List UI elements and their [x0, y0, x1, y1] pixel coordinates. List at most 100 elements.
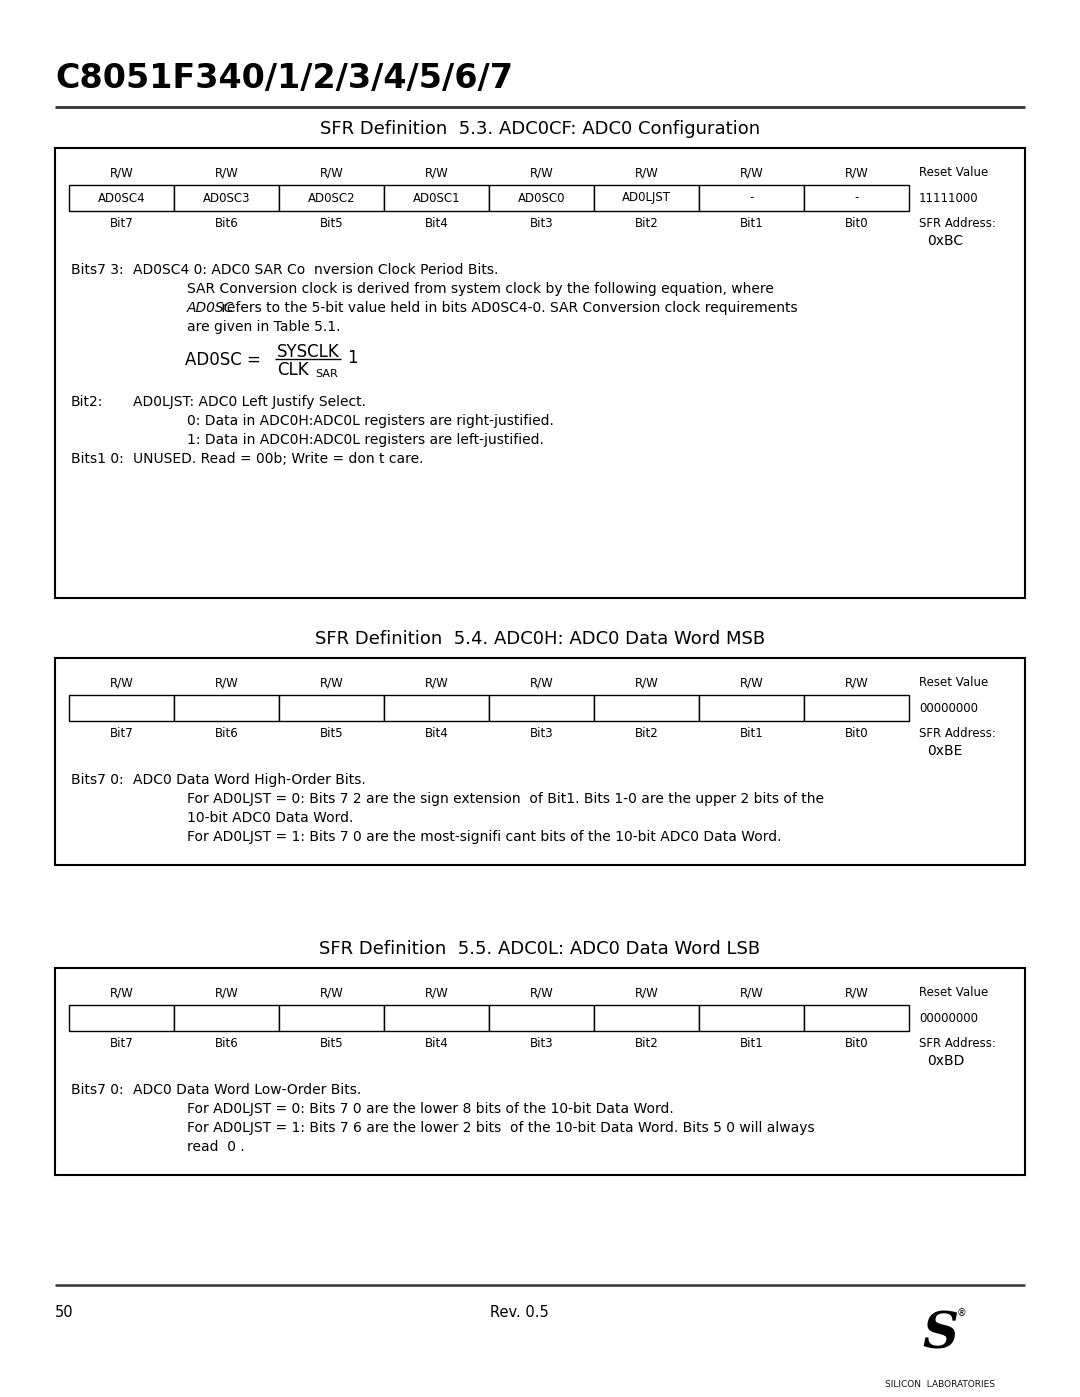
- Text: Reset Value: Reset Value: [919, 166, 988, 179]
- Text: SFR Definition  5.4. ADC0H: ADC0 Data Word MSB: SFR Definition 5.4. ADC0H: ADC0 Data Wor…: [315, 630, 765, 648]
- Text: R/W: R/W: [424, 166, 448, 179]
- Bar: [55, 658, 1025, 865]
- Text: refers to the 5-bit value held in bits AD0SC4-0. SAR Conversion clock requiremen: refers to the 5-bit value held in bits A…: [217, 300, 798, 314]
- Bar: [384, 184, 489, 211]
- Bar: [699, 694, 804, 721]
- Bar: [384, 1004, 489, 1031]
- Text: For AD0LJST = 1: Bits 7 6 are the lower 2 bits  of the 10-bit Data Word. Bits 5 : For AD0LJST = 1: Bits 7 6 are the lower …: [187, 1120, 814, 1134]
- Text: SFR Address:: SFR Address:: [919, 1037, 996, 1051]
- Text: R/W: R/W: [845, 986, 868, 999]
- Text: Bits7 0:: Bits7 0:: [71, 773, 123, 787]
- Text: AD0LJST: ADC0 Left Justify Select.: AD0LJST: ADC0 Left Justify Select.: [133, 395, 366, 409]
- Bar: [69, 694, 174, 721]
- Text: R/W: R/W: [215, 166, 239, 179]
- Text: Bit1: Bit1: [740, 217, 764, 231]
- Text: SYSCLK: SYSCLK: [276, 344, 340, 360]
- Text: Reset Value: Reset Value: [919, 676, 988, 689]
- Bar: [594, 1004, 699, 1031]
- Text: Bit4: Bit4: [424, 726, 448, 740]
- Text: SFR Definition  5.5. ADC0L: ADC0 Data Word LSB: SFR Definition 5.5. ADC0L: ADC0 Data Wor…: [320, 940, 760, 958]
- Text: ®: ®: [957, 1308, 967, 1317]
- Text: AD0SC: AD0SC: [187, 300, 234, 314]
- Text: AD0SC =: AD0SC =: [185, 351, 261, 369]
- Bar: [174, 184, 279, 211]
- Text: SFR Definition  5.3. ADC0CF: ADC0 Configuration: SFR Definition 5.3. ADC0CF: ADC0 Configu…: [320, 120, 760, 138]
- Text: Bit6: Bit6: [215, 217, 239, 231]
- Text: SAR: SAR: [315, 369, 338, 379]
- Text: 0: Data in ADC0H:ADC0L registers are right-justified.: 0: Data in ADC0H:ADC0L registers are rig…: [187, 414, 554, 427]
- Text: AD0SC4 0: ADC0 SAR Co  nversion Clock Period Bits.: AD0SC4 0: ADC0 SAR Co nversion Clock Per…: [133, 263, 498, 277]
- Text: read  0 .: read 0 .: [187, 1140, 245, 1154]
- Text: Bit5: Bit5: [320, 217, 343, 231]
- Text: R/W: R/W: [635, 676, 659, 689]
- Text: AD0SC2: AD0SC2: [308, 191, 355, 204]
- Bar: [489, 184, 594, 211]
- Text: R/W: R/W: [529, 166, 553, 179]
- Text: Rev. 0.5: Rev. 0.5: [490, 1305, 549, 1320]
- Text: Bit6: Bit6: [215, 1037, 239, 1051]
- Bar: [279, 1004, 384, 1031]
- Text: Bit0: Bit0: [845, 217, 868, 231]
- Text: Bit3: Bit3: [529, 726, 553, 740]
- Text: Bit2:: Bit2:: [71, 395, 104, 409]
- Text: Bit7: Bit7: [110, 217, 133, 231]
- Bar: [594, 694, 699, 721]
- Text: R/W: R/W: [845, 676, 868, 689]
- Text: 1: 1: [347, 349, 357, 367]
- Text: R/W: R/W: [529, 676, 553, 689]
- Text: AD0LJST: AD0LJST: [622, 191, 671, 204]
- Text: ADC0 Data Word Low-Order Bits.: ADC0 Data Word Low-Order Bits.: [133, 1083, 361, 1097]
- Text: AD0SC3: AD0SC3: [203, 191, 251, 204]
- Text: For AD0LJST = 0: Bits 7 2 are the sign extension  of Bit1. Bits 1-0 are the uppe: For AD0LJST = 0: Bits 7 2 are the sign e…: [187, 792, 824, 806]
- Text: 0xBE: 0xBE: [927, 745, 962, 759]
- Text: Bit7: Bit7: [110, 1037, 133, 1051]
- Text: Bit2: Bit2: [635, 1037, 659, 1051]
- Text: Bit6: Bit6: [215, 726, 239, 740]
- Text: 0xBD: 0xBD: [927, 1053, 964, 1067]
- Text: 00000000: 00000000: [919, 1011, 978, 1024]
- Text: R/W: R/W: [635, 166, 659, 179]
- Text: Bit3: Bit3: [529, 217, 553, 231]
- Text: R/W: R/W: [215, 986, 239, 999]
- Text: 11111000: 11111000: [919, 191, 978, 204]
- Text: Bit4: Bit4: [424, 217, 448, 231]
- Text: Bit0: Bit0: [845, 1037, 868, 1051]
- Text: R/W: R/W: [845, 166, 868, 179]
- Bar: [55, 148, 1025, 598]
- Text: 1: Data in ADC0H:ADC0L registers are left-justified.: 1: Data in ADC0H:ADC0L registers are lef…: [187, 433, 544, 447]
- Bar: [804, 1004, 909, 1031]
- Text: R/W: R/W: [110, 166, 133, 179]
- Text: -: -: [750, 191, 754, 204]
- Text: UNUSED. Read = 00b; Write = don t care.: UNUSED. Read = 00b; Write = don t care.: [133, 453, 423, 467]
- Bar: [699, 184, 804, 211]
- Text: R/W: R/W: [424, 676, 448, 689]
- Text: R/W: R/W: [740, 986, 764, 999]
- Text: R/W: R/W: [215, 676, 239, 689]
- Text: Bit2: Bit2: [635, 726, 659, 740]
- Text: Bits7 3:: Bits7 3:: [71, 263, 123, 277]
- Text: C8051F340/1/2/3/4/5/6/7: C8051F340/1/2/3/4/5/6/7: [55, 61, 513, 95]
- Bar: [174, 1004, 279, 1031]
- Text: R/W: R/W: [320, 166, 343, 179]
- Text: Bit2: Bit2: [635, 217, 659, 231]
- Text: Bit4: Bit4: [424, 1037, 448, 1051]
- Text: Bit1: Bit1: [740, 1037, 764, 1051]
- Text: R/W: R/W: [110, 986, 133, 999]
- Text: 10-bit ADC0 Data Word.: 10-bit ADC0 Data Word.: [187, 812, 353, 826]
- Text: Bit5: Bit5: [320, 726, 343, 740]
- Bar: [174, 694, 279, 721]
- Text: R/W: R/W: [529, 986, 553, 999]
- Text: AD0SC1: AD0SC1: [413, 191, 460, 204]
- Bar: [699, 1004, 804, 1031]
- Text: Bits7 0:: Bits7 0:: [71, 1083, 123, 1097]
- Bar: [55, 968, 1025, 1175]
- Bar: [804, 694, 909, 721]
- Bar: [489, 694, 594, 721]
- Text: R/W: R/W: [320, 986, 343, 999]
- Text: R/W: R/W: [740, 676, 764, 689]
- Text: SFR Address:: SFR Address:: [919, 217, 996, 231]
- Text: Reset Value: Reset Value: [919, 986, 988, 999]
- Text: -: -: [854, 191, 859, 204]
- Bar: [384, 694, 489, 721]
- Text: For AD0LJST = 1: Bits 7 0 are the most-signifi cant bits of the 10-bit ADC0 Data: For AD0LJST = 1: Bits 7 0 are the most-s…: [187, 830, 782, 844]
